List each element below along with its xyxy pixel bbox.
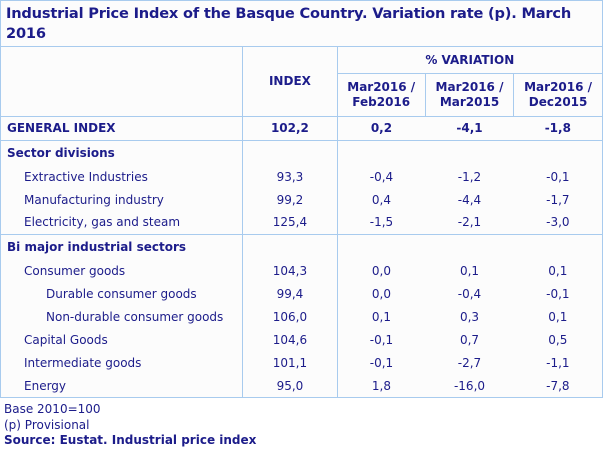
row-label: Consumer goods (1, 259, 244, 282)
period-line: Mar2015 (439, 94, 500, 109)
row-label: Capital Goods (1, 328, 244, 351)
index-column-header: INDEX (242, 47, 338, 117)
column-header-mar-feb: Mar2016 /Feb2016 (337, 73, 426, 117)
footnotes: Base 2010=100 (p) Provisional Source: Eu… (0, 402, 603, 449)
cell-var-dec: -7,8 (546, 378, 570, 393)
cell-var-dec (514, 140, 602, 165)
cell-var-feb: 0,4 (371, 192, 392, 207)
table-row-manufacturing-industry: Manufacturing industry 99,2 0,4 -4,4 -1,… (1, 188, 602, 211)
variation-group-header: % VARIATION (337, 47, 602, 74)
cell-var-dec: 0,5 (548, 332, 568, 347)
row-label: Intermediate goods (1, 351, 244, 374)
row-label: Bi major industrial sectors (1, 233, 244, 259)
row-label: Manufacturing industry (1, 188, 244, 211)
cell-index: 106,0 (242, 305, 338, 328)
cell-var-feb: -1,5 (369, 215, 394, 230)
cell-var-dec: 0,1 (548, 309, 568, 324)
cell-var-feb: 0,0 (371, 263, 392, 278)
section-row-bi-major-sectors: Bi major industrial sectors (1, 233, 602, 259)
cell-var-mar: -0,4 (457, 286, 482, 301)
table-row-general-index: GENERAL INDEX 102,2 0,2 -4,1 -1,8 (1, 116, 602, 141)
cell-index: 125,4 (242, 211, 338, 234)
table-row-durable-consumer-goods: Durable consumer goods 99,4 0,0 -0,4 -0,… (1, 282, 602, 305)
cell-var-mar: -16,0 (453, 378, 486, 393)
cell-var-feb: 0,0 (371, 286, 392, 301)
cell-index: 102,2 (242, 116, 338, 141)
cell-var-dec: -1,8 (513, 116, 602, 141)
cell-index: 99,4 (242, 282, 338, 305)
cell-var-mar: -2,7 (457, 355, 482, 370)
cell-var-mar: 0,3 (459, 309, 480, 324)
cell-var-dec: -0,1 (546, 286, 570, 301)
row-label: Durable consumer goods (1, 282, 244, 305)
row-label: Sector divisions (1, 140, 244, 165)
cell-var-mar: 0,1 (459, 263, 480, 278)
period-line: Mar2016 / (347, 79, 416, 94)
table-row-consumer-goods: Consumer goods 104,3 0,0 0,1 0,1 (1, 259, 602, 282)
row-label: Extractive Industries (1, 165, 244, 188)
cell-index: 95,0 (242, 374, 338, 397)
report-panel: Industrial Price Index of the Basque Cou… (0, 0, 603, 398)
cell-var-feb: -0,1 (369, 355, 394, 370)
period-line: Mar2016 / (524, 79, 593, 94)
cell-var-feb: 1,8 (371, 378, 392, 393)
column-header-mar-mar: Mar2016 /Mar2015 (424, 73, 514, 117)
cell-var-dec: -3,0 (546, 215, 570, 230)
corner-cell (1, 47, 244, 117)
section-row-sector-divisions: Sector divisions (1, 140, 602, 165)
cell-var-mar: 0,7 (459, 332, 480, 347)
row-label: Electricity, gas and steam (1, 211, 244, 234)
cell-index: 93,3 (242, 165, 338, 188)
cell-var-mar (425, 140, 513, 165)
column-header-mar-dec: Mar2016 /Dec2015 (513, 73, 602, 117)
cell-index (242, 233, 338, 259)
cell-var-feb: -0,4 (369, 169, 394, 184)
cell-index (242, 140, 338, 165)
cell-var-mar: -1,2 (457, 169, 482, 184)
page-title: Industrial Price Index of the Basque Cou… (1, 1, 602, 47)
cell-var-feb (337, 140, 425, 165)
cell-var-feb: -0,1 (369, 332, 394, 347)
period-line: Feb2016 (352, 94, 411, 109)
cell-var-feb (337, 233, 426, 259)
cell-var-dec: -1,1 (546, 355, 570, 370)
period-line: Mar2016 / (435, 79, 504, 94)
footnote-base: Base 2010=100 (4, 402, 101, 416)
price-index-table: INDEX % VARIATION Mar2016 /Feb2016 Mar20… (1, 47, 602, 397)
table-row-intermediate-goods: Intermediate goods 101,1 -0,1 -2,7 -1,1 (1, 351, 602, 374)
cell-index: 99,2 (242, 188, 338, 211)
period-line: Dec2015 (528, 94, 588, 109)
cell-var-feb: 0,1 (371, 309, 392, 324)
table-row-energy: Energy 95,0 1,8 -16,0 -7,8 (1, 374, 602, 397)
cell-var-dec: -1,7 (546, 192, 570, 207)
table-row-non-durable-consumer-goods: Non-durable consumer goods 106,0 0,1 0,3… (1, 305, 602, 328)
footnote-provisional: (p) Provisional (4, 417, 90, 432)
cell-var-mar (425, 233, 514, 259)
cell-var-mar: -4,4 (457, 192, 482, 207)
cell-var-dec (513, 233, 602, 259)
cell-var-mar: -2,1 (457, 215, 482, 230)
cell-index: 104,6 (242, 328, 338, 351)
row-label: GENERAL INDEX (1, 116, 244, 141)
row-label: Non-durable consumer goods (1, 305, 244, 328)
cell-var-dec: 0,1 (548, 263, 568, 278)
cell-index: 101,1 (242, 351, 338, 374)
cell-index: 104,3 (242, 259, 338, 282)
cell-var-dec: -0,1 (546, 169, 570, 184)
table-row-electricity-gas-steam: Electricity, gas and steam 125,4 -1,5 -2… (1, 211, 602, 234)
cell-var-mar: -4,1 (425, 116, 514, 141)
table-row-extractive-industries: Extractive Industries 93,3 -0,4 -1,2 -0,… (1, 165, 602, 188)
row-label: Energy (1, 374, 244, 397)
table-row-capital-goods: Capital Goods 104,6 -0,1 0,7 0,5 (1, 328, 602, 351)
footnote-source: Source: Eustat. Industrial price index (4, 433, 257, 447)
cell-var-feb: 0,2 (337, 116, 426, 141)
